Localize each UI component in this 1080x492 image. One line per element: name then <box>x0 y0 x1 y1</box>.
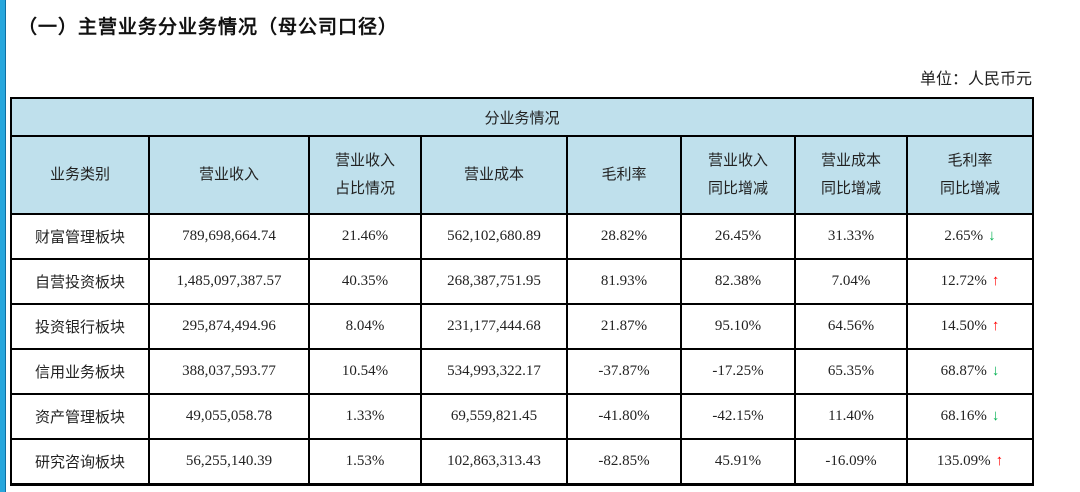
business-segment-table: 分业务情况 业务类别 营业收入 营业收入 占比情况 营业成本 毛利率 营业收入 同比增减 营业成… <box>9 97 1035 486</box>
cell-cost_yoy: 64.56% <box>794 303 908 350</box>
cell-gross_margin: 81.93% <box>566 258 682 305</box>
cell-cost: 534,993,322.17 <box>420 348 568 395</box>
table-caption-row: 分业务情况 <box>9 97 1035 137</box>
cell-gross_margin: -41.80% <box>566 393 682 440</box>
cell-cost_yoy: 11.40% <box>794 393 908 440</box>
column-header-6: 营业成本 同比增减 <box>794 135 908 215</box>
cell-revenue_share: 1.53% <box>308 438 422 485</box>
arrow-up-icon: ↑ <box>991 273 1000 289</box>
cell-margin_yoy: 68.16% ↓ <box>905 393 1035 440</box>
cell-gross_margin: 21.87% <box>566 303 682 350</box>
column-header-1: 营业收入 <box>148 135 310 215</box>
column-header-5: 营业收入 同比增减 <box>680 135 796 215</box>
table-row: 研究咨询板块 56,255,140.39 1.53% 102,863,313.43 -8… <box>10 438 1035 485</box>
cell-revenue: 789,698,664.74 <box>148 213 310 260</box>
cell-margin_yoy: 68.87% ↓ <box>905 348 1035 395</box>
table-header-row: 业务类别 营业收入 营业收入 占比情况 营业成本 毛利率 营业收入 同比增减 营业成本 同比增减毛… <box>10 135 1035 215</box>
cell-revenue_yoy: 95.10% <box>680 303 796 350</box>
cell-revenue_share: 8.04% <box>308 303 422 350</box>
cell-cost_yoy: 31.33% <box>794 213 908 260</box>
cell-revenue_yoy: 45.91% <box>680 438 796 485</box>
table-caption: 分业务情况 <box>9 97 1035 137</box>
cell-revenue_share: 40.35% <box>308 258 422 305</box>
arrow-up-icon: ↑ <box>995 452 1004 469</box>
table-row: 资产管理板块 49,055,058.78 1.33% 69,559,821.45 -41… <box>10 393 1035 440</box>
cell-gross_margin: -37.87% <box>566 348 682 395</box>
cell-margin_yoy: 14.50% ↑ <box>905 303 1035 350</box>
cell-cost: 69,559,821.45 <box>420 393 568 440</box>
arrow-down-icon: ↓ <box>991 408 1000 424</box>
column-header-3: 营业成本 <box>420 135 568 215</box>
cell-revenue_yoy: -42.15% <box>680 393 796 440</box>
cell-cost_yoy: 65.35% <box>794 348 908 395</box>
cell-cost: 102,863,313.43 <box>420 438 568 485</box>
cell-gross_margin: 28.82% <box>566 213 682 260</box>
cell-segment: 自营投资板块 <box>10 258 150 305</box>
cell-gross_margin: -82.85% <box>566 438 682 485</box>
cell-revenue_yoy: 82.38% <box>680 258 796 305</box>
cell-revenue_share: 1.33% <box>308 393 422 440</box>
arrow-down-icon: ↓ <box>991 363 1000 379</box>
cell-margin_yoy: 12.72% ↑ <box>905 258 1035 305</box>
column-header-0: 业务类别 <box>10 135 150 215</box>
cell-margin_yoy: 2.65% ↓ <box>905 213 1035 260</box>
column-header-4: 毛利率 <box>566 135 682 215</box>
cell-revenue: 388,037,593.77 <box>148 348 310 395</box>
window-edge-stripe <box>0 0 6 492</box>
cell-revenue: 56,255,140.39 <box>148 438 310 485</box>
cell-margin_yoy: 135.09% ↑ <box>905 438 1035 485</box>
arrow-down-icon: ↓ <box>988 228 996 244</box>
table-row: 信用业务板块 388,037,593.77 10.54% 534,993,322.17… <box>10 348 1035 395</box>
cell-segment: 投资银行板块 <box>10 303 150 350</box>
unit-label: 单位：人民币元 <box>919 71 1032 88</box>
cell-cost_yoy: -16.09% <box>794 438 908 485</box>
table-row: 自营投资板块 1,485,097,387.57 40.35% 268,387,751.… <box>10 258 1035 305</box>
cell-cost: 268,387,751.95 <box>420 258 568 305</box>
cell-cost: 562,102,680.89 <box>420 213 568 260</box>
cell-revenue: 49,055,058.78 <box>148 393 310 440</box>
cell-segment: 资产管理板块 <box>10 393 150 440</box>
cell-segment: 研究咨询板块 <box>10 438 150 485</box>
cell-revenue_share: 10.54% <box>308 348 422 395</box>
arrow-up-icon: ↑ <box>991 318 1000 334</box>
section-title: （一）主营业务分业务情况（母公司口径） <box>18 17 399 38</box>
table-row: 投资银行板块 295,874,494.96 8.04% 231,177,444.68 2… <box>10 303 1035 350</box>
cell-revenue_yoy: -17.25% <box>680 348 796 395</box>
cell-cost_yoy: 7.04% <box>794 258 908 305</box>
cell-cost: 231,177,444.68 <box>420 303 568 350</box>
document-content: （一）主营业务分业务情况（母公司口径） 单位：人民币元 分业务情况 业务类别 营业… <box>9 0 1035 486</box>
cell-segment: 财富管理板块 <box>10 213 150 260</box>
cell-revenue_yoy: 26.45% <box>680 213 796 260</box>
table-row: 财富管理板块 789,698,664.74 21.46% 562,102,680.89… <box>10 213 1035 260</box>
cell-revenue: 1,485,097,387.57 <box>148 258 310 305</box>
column-header-2: 营业收入 占比情况 <box>308 135 422 215</box>
cell-segment: 信用业务板块 <box>10 348 150 395</box>
cell-revenue: 295,874,494.96 <box>148 303 310 350</box>
column-header-7: 毛利率 同比增减 <box>905 135 1035 215</box>
cell-revenue_share: 21.46% <box>308 213 422 260</box>
